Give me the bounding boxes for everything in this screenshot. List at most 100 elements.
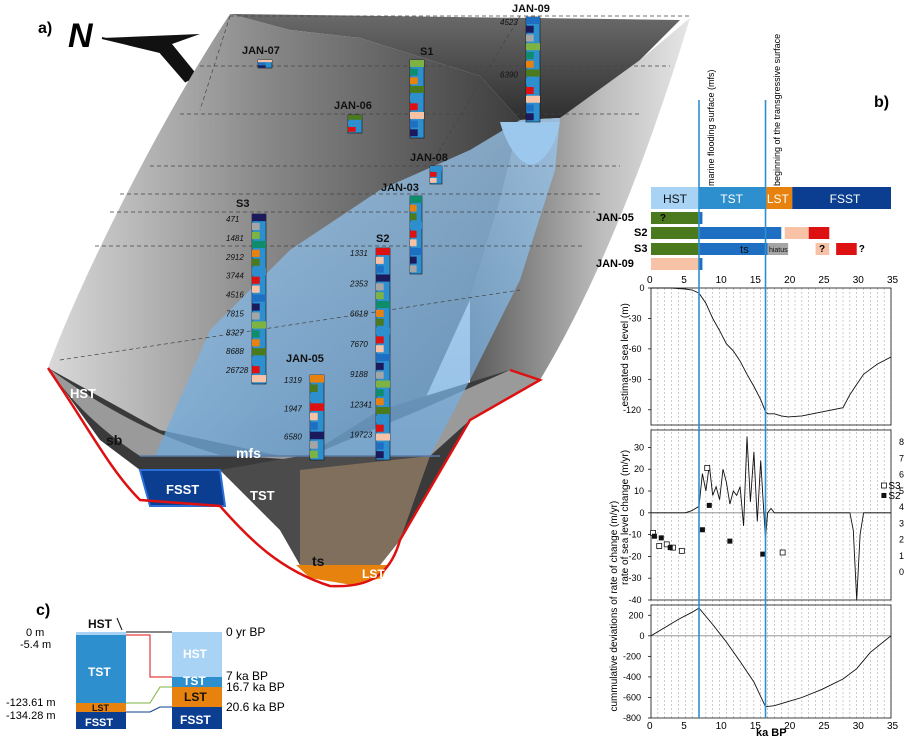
core-age: 6390 <box>500 71 518 80</box>
plot-frame-rate <box>650 429 892 601</box>
core-layer <box>410 265 417 273</box>
s2-point <box>651 533 657 539</box>
core-name: JAN-05 <box>286 353 324 365</box>
core-s3: S3 471 1481 2912 3744 4516 7815 8327 8688 26728 <box>225 198 267 385</box>
core-layer <box>376 292 384 300</box>
core-layer <box>410 94 418 102</box>
core-age: 1481 <box>226 234 244 243</box>
core-age: 2912 <box>225 253 244 262</box>
core-layer <box>376 256 384 264</box>
core-layer <box>410 120 418 128</box>
band-lst <box>765 187 793 209</box>
xtick-top: 25 <box>818 275 830 286</box>
fsst-block <box>138 469 227 507</box>
s3-point <box>656 543 663 549</box>
core-layer <box>310 384 318 392</box>
xtick-bottom: 10 <box>716 721 728 732</box>
core-age: 4523 <box>500 18 518 27</box>
core-layer <box>376 354 390 362</box>
core-layer <box>430 178 437 183</box>
core-strip-hst <box>651 212 699 224</box>
panel-a-label: a) <box>38 20 52 37</box>
core-layer <box>348 121 356 126</box>
core-age: 19723 <box>350 431 373 440</box>
core-strip-tst <box>699 258 703 270</box>
ytick: -200 <box>623 651 641 661</box>
core-strip-fsst <box>784 227 809 239</box>
s3-point <box>663 541 670 548</box>
right-tst <box>172 677 222 687</box>
ytick: 20 <box>634 464 644 474</box>
core-layer <box>252 321 266 329</box>
core-layer <box>410 68 418 76</box>
core-layer <box>410 204 417 212</box>
depth-2: -123.61 m <box>6 697 56 709</box>
core-layer <box>252 375 266 383</box>
core-jan-05: JAN-05 1319 1947 6580 <box>284 353 325 461</box>
core-jan-07: JAN-07 <box>242 45 280 69</box>
curve-cumulative <box>650 607 892 708</box>
left-unit-fsst: FSST <box>85 717 113 729</box>
core-age: 9188 <box>350 370 368 379</box>
panel-b-label: b) <box>874 94 889 111</box>
core-layer <box>252 312 260 320</box>
jan09-water <box>500 122 560 165</box>
core-layer <box>526 43 540 51</box>
depth-1: -5.4 m <box>20 639 51 651</box>
core-layer <box>376 336 384 344</box>
annotation-ts: beginning of the transgressive surface <box>772 34 782 186</box>
ytick-right: 4 <box>899 502 904 512</box>
core-row-label: S2 <box>634 227 647 239</box>
core-layer <box>252 330 260 338</box>
core-age: 7670 <box>350 340 368 349</box>
core-layer <box>376 407 390 415</box>
age-1: 7 ka BP <box>226 669 268 683</box>
core-layer <box>526 25 534 33</box>
core-note-q1: ? <box>660 213 666 224</box>
basin-outline <box>46 367 544 588</box>
core-layer <box>258 65 266 68</box>
xtick-top: 0 <box>647 275 653 286</box>
curve-rate <box>651 436 891 601</box>
legend-s2-marker <box>881 493 887 498</box>
core-row-label: S3 <box>634 243 647 255</box>
left-unit-lst: LST <box>92 703 110 713</box>
core-layer <box>376 301 390 309</box>
core-layer <box>252 222 260 231</box>
ytick: -120 <box>623 405 641 415</box>
core-layer <box>348 115 362 120</box>
core-layer <box>310 403 324 411</box>
core-jan-09: JAN-09 4523 6390 <box>500 3 550 123</box>
band-label-tst: TST <box>720 192 743 206</box>
core-layer <box>252 285 260 293</box>
core-age: 1331 <box>350 249 368 258</box>
core-layer <box>526 60 534 68</box>
core-layer <box>526 113 534 121</box>
right-lst <box>172 687 222 707</box>
core-strip-red2 <box>836 243 857 255</box>
core-layer <box>410 256 417 264</box>
core-name: JAN-03 <box>381 182 419 194</box>
xtick-top: 5 <box>681 275 687 286</box>
core-layer <box>410 222 422 229</box>
core-layer <box>252 339 260 347</box>
legend-s2: S2 <box>888 491 901 502</box>
right-unit-tst: TST <box>183 674 206 688</box>
hst-pointer <box>116 617 123 631</box>
core-note-q3: ? <box>859 244 865 255</box>
core-layer <box>376 371 384 379</box>
unit-label-hst: HST <box>70 386 96 401</box>
s3-point <box>678 547 685 554</box>
core-layer <box>526 95 540 103</box>
core-layer <box>410 196 422 203</box>
legend-s3-marker <box>881 482 887 489</box>
lst-block <box>296 565 388 585</box>
core-layer <box>252 276 260 284</box>
s3-point <box>779 549 786 556</box>
core-layer <box>526 34 534 42</box>
core-layer <box>252 294 266 302</box>
corr-line-2 <box>126 686 172 704</box>
core-strip-red <box>808 227 830 239</box>
age-3: 20.6 ka BP <box>226 700 285 714</box>
core-name: S2 <box>376 233 389 245</box>
